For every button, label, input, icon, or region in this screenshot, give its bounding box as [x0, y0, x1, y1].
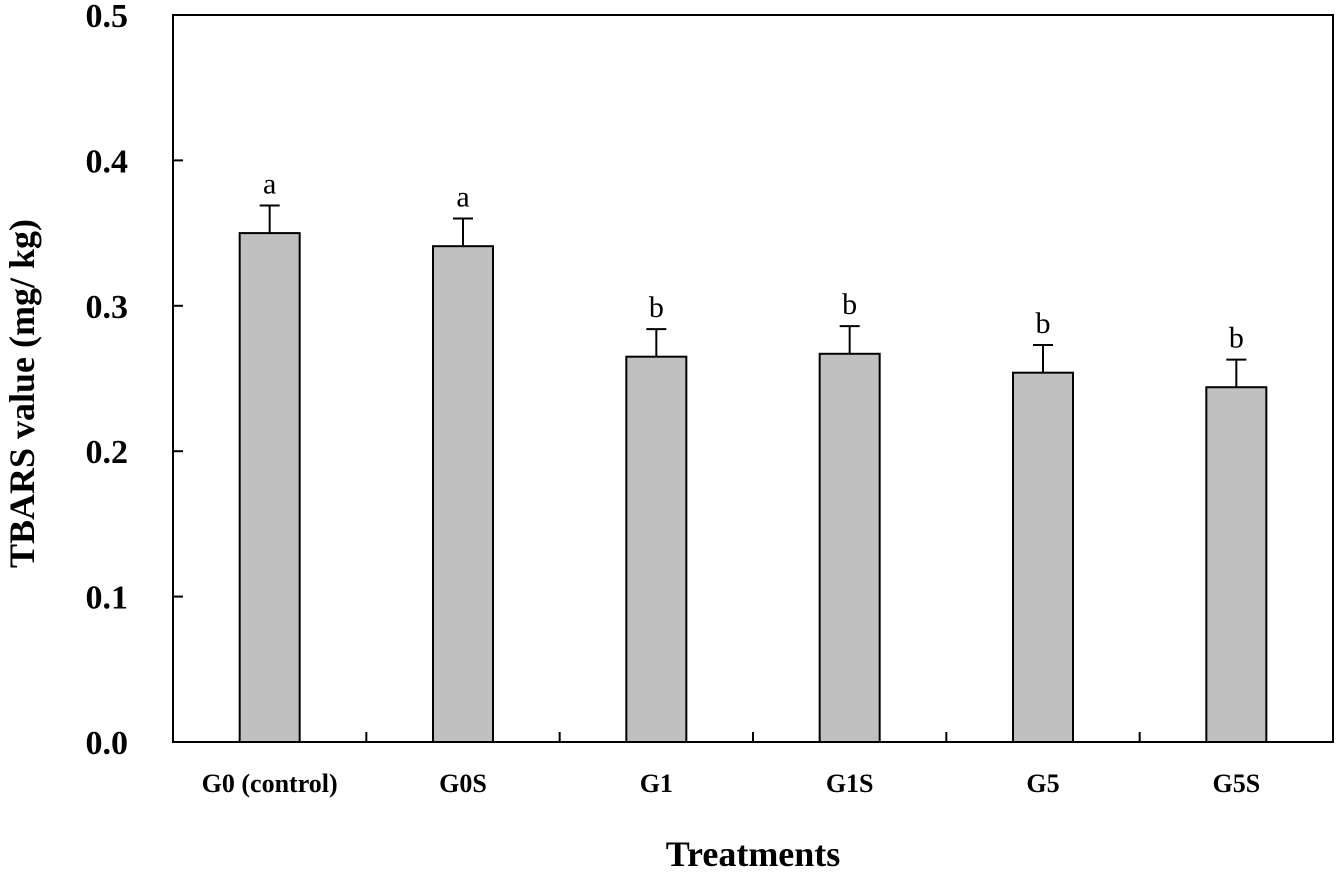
x-category-label: G5 [1026, 769, 1059, 798]
significance-letter: b [1036, 307, 1051, 340]
y-tick-label: 0.1 [86, 580, 129, 617]
y-tick-label: 0.4 [86, 143, 129, 180]
bar [238, 232, 301, 743]
y-axis-title: TBARS value (mg/ kg) [2, 219, 42, 568]
bar [1205, 386, 1268, 743]
significance-letter: a [456, 181, 469, 214]
plot-frame [172, 14, 1334, 743]
error-bars-group [259, 204, 1247, 388]
x-axis: G0 (control) G0S G1 G1S G5 G5S [202, 732, 1260, 798]
y-axis: 0.0 0.1 0.2 0.3 0.4 0.5 [86, 0, 183, 762]
x-category-label: G5S [1212, 769, 1260, 798]
y-tick-label: 0.5 [86, 0, 129, 35]
x-category-label: G1S [826, 769, 874, 798]
significance-letter: b [1229, 322, 1244, 355]
bar [625, 355, 688, 743]
significance-letter: a [263, 167, 276, 200]
significance-labels-group: a a b b b b [263, 167, 1244, 354]
significance-letter: b [649, 291, 664, 324]
bars-group [238, 232, 1268, 743]
plot-border [172, 14, 1334, 743]
x-category-label: G0S [439, 769, 487, 798]
y-tick-label: 0.2 [86, 434, 129, 471]
y-tick-label: 0.0 [86, 725, 129, 762]
bar [432, 245, 494, 743]
x-category-label: G1 [640, 769, 673, 798]
x-category-label: G0 (control) [202, 769, 338, 798]
significance-letter: b [842, 288, 857, 321]
bar [1012, 371, 1074, 743]
y-tick-label: 0.3 [86, 289, 129, 326]
bar [818, 352, 881, 743]
x-axis-title: Treatments [666, 834, 841, 872]
